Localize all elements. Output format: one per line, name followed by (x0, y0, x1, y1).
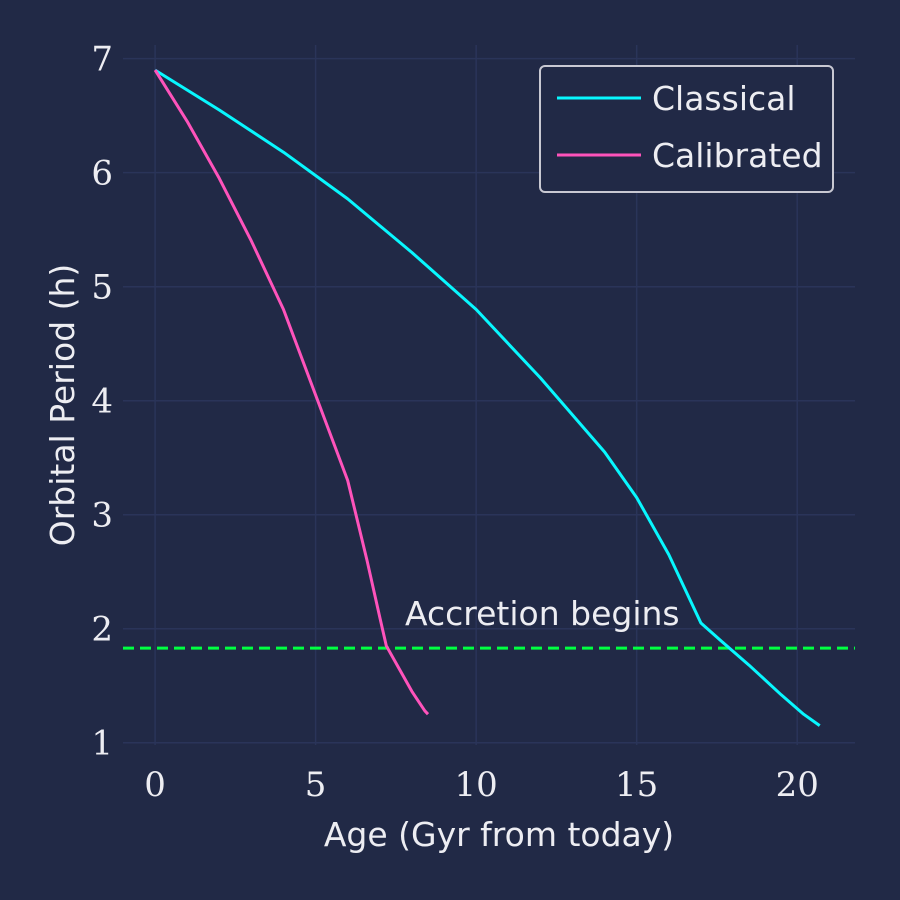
accretion-annotation: Accretion begins (405, 594, 680, 633)
x-ticks: 0 5 10 15 20 (144, 765, 819, 805)
y-tick-label: 4 (91, 382, 113, 422)
x-tick-label: 10 (455, 765, 498, 805)
y-tick-label: 2 (91, 610, 113, 650)
x-tick-label: 0 (144, 765, 166, 805)
legend-label-classical: Classical (652, 79, 796, 118)
x-tick-label: 5 (305, 765, 327, 805)
series-line-classical (154, 68, 821, 727)
series-lines (153, 68, 821, 727)
y-axis-label: Orbital Period (h) (43, 264, 82, 547)
y-tick-label: 5 (91, 268, 113, 308)
x-tick-label: 20 (776, 765, 819, 805)
grid (123, 45, 855, 745)
x-tick-label: 15 (615, 765, 658, 805)
y-tick-label: 7 (91, 40, 113, 80)
legend-label-calibrated: Calibrated (652, 136, 823, 175)
y-ticks: 1 2 3 4 5 6 7 (91, 40, 113, 764)
series-line-calibrated (153, 69, 430, 716)
y-tick-label: 1 (91, 724, 113, 764)
y-tick-label: 3 (91, 496, 113, 536)
x-axis-label: Age (Gyr from today) (324, 815, 674, 854)
y-tick-label: 6 (91, 154, 113, 194)
legend: Classical Calibrated (539, 65, 834, 193)
